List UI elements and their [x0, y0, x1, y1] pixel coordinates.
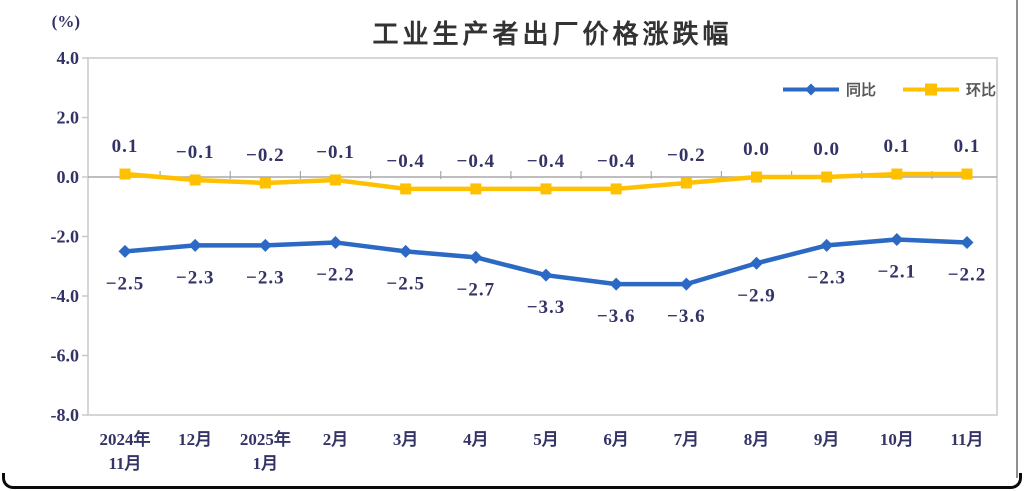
data-label: −0.4	[457, 151, 496, 172]
marker-diamond-icon	[820, 238, 834, 252]
marker-square-icon	[119, 168, 131, 180]
chart-title: 工业生产者出厂价格涨跌幅	[372, 20, 733, 50]
x-tick-label: 6月	[603, 430, 629, 449]
marker-diamond-icon	[329, 235, 342, 249]
marker-diamond-icon	[890, 232, 904, 246]
x-tick-label: 9月	[814, 430, 840, 449]
page-right-edge-line	[1016, 0, 1018, 478]
marker-square-icon	[751, 171, 762, 183]
marker-square-icon	[330, 174, 341, 186]
marker-diamond-icon	[258, 238, 272, 252]
marker-diamond-icon	[609, 277, 623, 291]
marker-square-icon	[610, 183, 622, 195]
marker-diamond-icon	[539, 268, 553, 282]
marker-diamond-icon	[750, 256, 763, 270]
x-tick-label: 7月	[674, 430, 700, 449]
legend-square-marker-icon	[924, 83, 937, 96]
data-label: −0.4	[527, 151, 566, 172]
x-tick-label: 8月	[744, 430, 770, 449]
data-label: 0.1	[883, 136, 910, 157]
x-tick-label: 5月	[533, 430, 559, 449]
marker-diamond-icon	[118, 244, 132, 258]
x-tick-label: 4月	[463, 430, 489, 449]
marker-diamond-icon	[188, 238, 202, 252]
data-label: −2.5	[386, 273, 425, 294]
legend-item-yoy: 同比	[782, 79, 876, 100]
data-label: −2.5	[106, 273, 145, 294]
data-label: −2.3	[246, 267, 285, 288]
marker-square-icon	[259, 177, 271, 189]
marker-square-icon	[540, 183, 552, 195]
data-label: −0.4	[597, 151, 636, 172]
marker-square-icon	[470, 183, 482, 195]
data-label: −3.3	[527, 297, 566, 318]
legend-label-mom: 环比	[965, 83, 996, 99]
y-tick-label: 4.0	[57, 48, 80, 68]
y-tick-label: -2.0	[51, 227, 80, 247]
data-label: −0.2	[246, 145, 285, 166]
data-label: −0.1	[316, 142, 355, 163]
x-tick-label: 2025年	[240, 429, 291, 449]
data-label: −0.1	[176, 142, 215, 163]
data-label: 0.1	[112, 136, 139, 157]
x-tick-label: 1月	[253, 454, 279, 473]
marker-diamond-icon	[469, 250, 483, 264]
data-label: −2.1	[878, 261, 917, 282]
data-label: −3.6	[667, 306, 706, 327]
x-tick-label: 11月	[108, 454, 141, 473]
unit-label: (%)	[51, 12, 80, 31]
data-label: −2.3	[176, 267, 215, 288]
y-tick-label: -8.0	[51, 405, 80, 425]
data-label: −2.2	[948, 264, 987, 285]
legend-item-mom: 环比	[902, 79, 996, 100]
data-label: −0.2	[667, 145, 706, 166]
marker-square-icon	[891, 168, 903, 180]
data-label: −2.9	[737, 285, 776, 306]
page-bottom-border	[2, 473, 1022, 489]
x-tick-label: 11月	[950, 430, 983, 449]
marker-square-icon	[680, 177, 692, 189]
marker-diamond-icon	[679, 277, 693, 291]
marker-square-icon	[821, 171, 833, 183]
data-label: −0.4	[386, 151, 425, 172]
marker-square-icon	[961, 168, 973, 180]
data-label: −2.7	[457, 279, 496, 300]
legend-diamond-marker-icon	[804, 83, 817, 96]
x-tick-label: 12月	[178, 430, 212, 449]
x-tick-label: 2024年	[100, 429, 151, 449]
data-label: −2.2	[316, 264, 355, 285]
data-label: −2.3	[807, 267, 846, 288]
marker-square-icon	[400, 183, 412, 195]
x-tick-label: 10月	[880, 430, 914, 449]
y-tick-label: -6.0	[51, 346, 80, 366]
mom-line-square-icon	[902, 83, 959, 96]
chart-legend: 同比 环比	[782, 79, 996, 100]
data-label: −3.6	[597, 306, 636, 327]
data-label: 0.0	[813, 139, 840, 160]
y-tick-label: 0.0	[57, 167, 80, 187]
marker-diamond-icon	[960, 235, 974, 249]
marker-diamond-icon	[399, 244, 413, 258]
legend-label-yoy: 同比	[845, 83, 876, 99]
y-tick-label: 2.0	[57, 108, 80, 128]
data-label: 0.0	[743, 139, 770, 160]
plot-border	[87, 57, 998, 416]
data-label: 0.1	[954, 136, 981, 157]
marker-square-icon	[189, 174, 201, 186]
x-tick-label: 3月	[393, 430, 419, 449]
x-tick-label: 2月	[323, 430, 349, 449]
yoy-line-diamond-icon	[782, 83, 839, 96]
y-tick-label: -4.0	[51, 286, 80, 306]
